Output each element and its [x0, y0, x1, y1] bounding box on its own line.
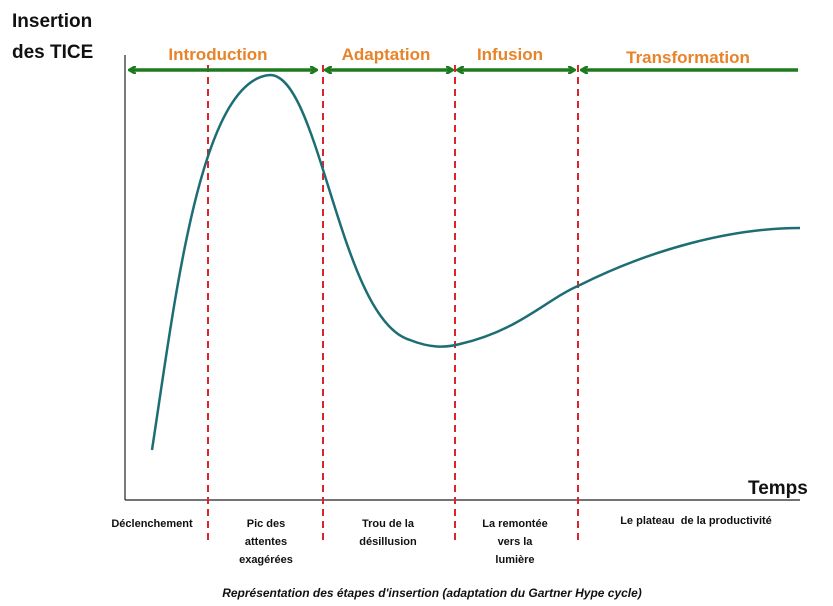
stage-label: exagérées [239, 554, 293, 566]
phase-label: Transformation [626, 48, 750, 67]
y-axis-label: Insertion [12, 11, 92, 32]
phase-label: Infusion [477, 45, 543, 64]
stage-label: La remontée [482, 518, 547, 530]
stage-label: Le plateau de la productivité [620, 515, 772, 527]
phase-label: Adaptation [342, 45, 431, 64]
caption: Représentation des étapes d'insertion (a… [222, 586, 642, 600]
y-axis-label: des TICE [12, 42, 93, 63]
stage-label: désillusion [359, 536, 417, 548]
stage-label: vers la [498, 536, 534, 548]
x-axis-label: Temps [748, 478, 808, 499]
stage-label: Pic des [247, 518, 286, 530]
hype-curve [150, 73, 801, 451]
stage-label: Trou de la [362, 518, 415, 530]
stage-label: Déclenchement [111, 518, 193, 530]
stage-label: attentes [245, 536, 287, 548]
stage-label: lumière [495, 554, 534, 566]
phase-label: Introduction [168, 45, 267, 64]
